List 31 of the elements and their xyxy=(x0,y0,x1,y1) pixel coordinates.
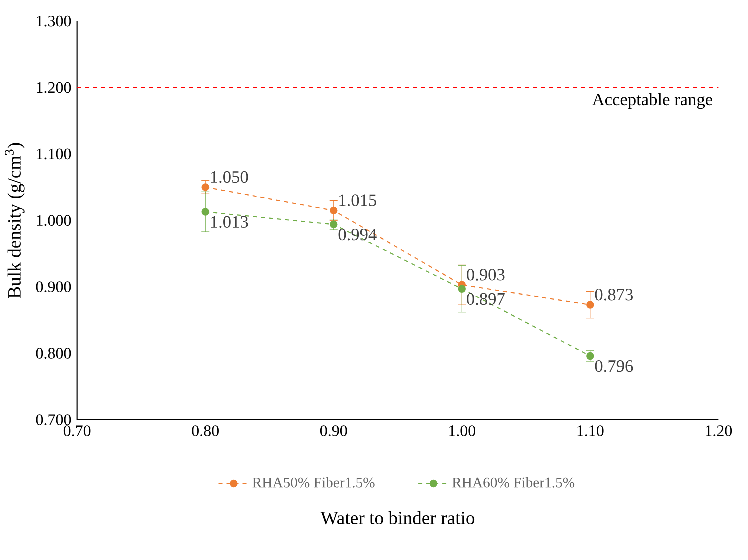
point xyxy=(586,301,594,309)
data-label: 0.897 xyxy=(467,293,505,306)
point xyxy=(202,184,210,192)
y-tick-label: 0.700 xyxy=(36,414,72,426)
x-tick-label: 1.10 xyxy=(578,426,604,436)
y-axis-title: Bulk density (g/cm$^{3}$) xyxy=(5,143,25,298)
data-label: 0.873 xyxy=(595,289,633,301)
x-tick-label: 0.70 xyxy=(64,426,91,436)
point xyxy=(202,208,210,216)
y-tick-label: 0.900 xyxy=(36,282,72,293)
data-label: 1.013 xyxy=(211,216,248,228)
data-label: 0.796 xyxy=(595,360,634,372)
point xyxy=(458,285,466,293)
point xyxy=(330,206,338,215)
data-label: 0.994 xyxy=(338,228,377,241)
y-tick-label: 1.100 xyxy=(37,148,72,160)
data-label: 0.903 xyxy=(467,269,505,281)
y-tick-label: 0.800 xyxy=(36,348,72,359)
legend-label: RHA60% Fiber1.5% xyxy=(452,477,575,488)
y-tick-label: 1.000 xyxy=(37,215,72,226)
y-tick-label: 1.300 xyxy=(37,16,72,27)
x-tick-label: 0.90 xyxy=(320,426,348,436)
data-label: 1.015 xyxy=(340,194,376,206)
y-tick-label: 1.200 xyxy=(37,82,72,94)
x-tick-label: 1.20 xyxy=(706,426,732,436)
legend-label: RHA50% Fiber1.5% xyxy=(252,477,375,488)
data-label: 1.050 xyxy=(211,171,248,184)
x-tick-label: 0.80 xyxy=(192,426,219,436)
ref-line-label: Acceptable range xyxy=(592,93,712,110)
x-axis-title: Water to binder ratio xyxy=(320,511,475,525)
x-tick-label: 1.00 xyxy=(450,426,476,436)
